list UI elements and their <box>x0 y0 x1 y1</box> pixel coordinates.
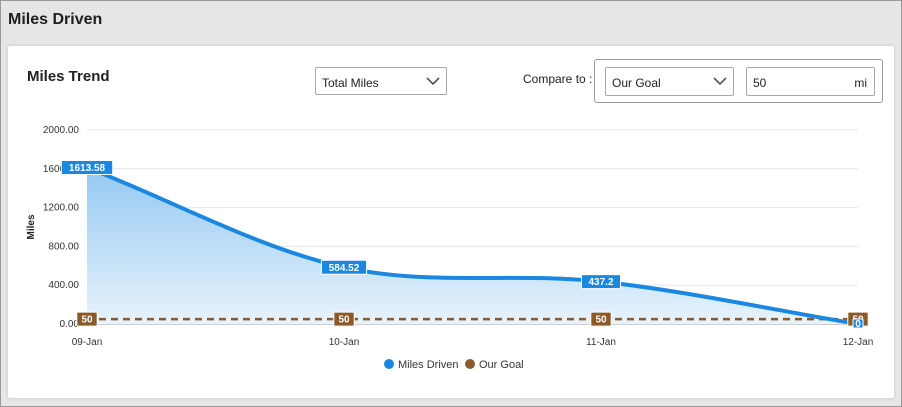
goal-unit-label: mi <box>854 76 867 90</box>
y-axis-title: Miles <box>26 214 37 239</box>
y-tick-label: 2000.00 <box>43 125 80 136</box>
x-tick-label: 12-Jan <box>843 337 874 348</box>
legend-label-goal: Our Goal <box>479 359 524 371</box>
miles-series-line <box>85 165 860 326</box>
goal-data-label-box <box>333 311 355 327</box>
goal-data-label-box <box>76 311 98 327</box>
goal-data-label-box <box>590 311 612 327</box>
y-tick-label: 1200.00 <box>43 203 80 214</box>
goal-input-value: 50 <box>753 76 767 90</box>
compare-box: Our Goal 50 mi <box>594 59 883 103</box>
chevron-down-icon <box>713 77 727 86</box>
x-tick-label: 10-Jan <box>329 337 360 348</box>
goal-data-label: 50 <box>338 315 350 326</box>
legend-marker-goal <box>465 359 475 369</box>
legend-label-miles: Miles Driven <box>398 359 459 371</box>
y-tick-label: 400.00 <box>48 280 79 291</box>
y-tick-label: 800.00 <box>48 241 79 252</box>
miles-data-label-box <box>852 318 864 329</box>
page-title: Miles Driven <box>8 11 103 28</box>
chevron-down-icon <box>426 77 440 86</box>
goal-data-label: 50 <box>595 315 607 326</box>
miles-data-label-box <box>60 159 114 175</box>
miles-data-label: 437.2 <box>588 277 613 288</box>
miles-data-label-box <box>581 274 621 290</box>
compare-label: Compare to : <box>523 72 593 86</box>
miles-area-fill <box>87 167 858 324</box>
metric-select-value: Total Miles <box>322 76 379 90</box>
y-tick-label: 0.00 <box>60 319 80 330</box>
x-tick-label: 11-Jan <box>586 337 616 348</box>
miles-trend-card: 2000.001600.001200.00800.00400.000.00Mil… <box>7 45 895 399</box>
miles-trend-chart: 2000.001600.001200.00800.00400.000.00Mil… <box>26 125 874 371</box>
metric-select[interactable]: Total Miles <box>315 67 447 95</box>
goal-input[interactable]: 50 mi <box>746 67 875 96</box>
miles-data-label: 584.52 <box>329 263 360 274</box>
x-tick-label: 09-Jan <box>72 337 103 348</box>
miles-data-label: 1613.58 <box>69 163 106 174</box>
compare-select-value: Our Goal <box>612 76 661 90</box>
miles-data-label-box <box>320 259 368 275</box>
goal-data-label: 50 <box>81 315 93 326</box>
card-title: Miles Trend <box>27 68 110 85</box>
compare-select[interactable]: Our Goal <box>605 67 734 96</box>
legend-marker-miles <box>384 359 394 369</box>
miles-data-label: 0 <box>855 319 861 330</box>
